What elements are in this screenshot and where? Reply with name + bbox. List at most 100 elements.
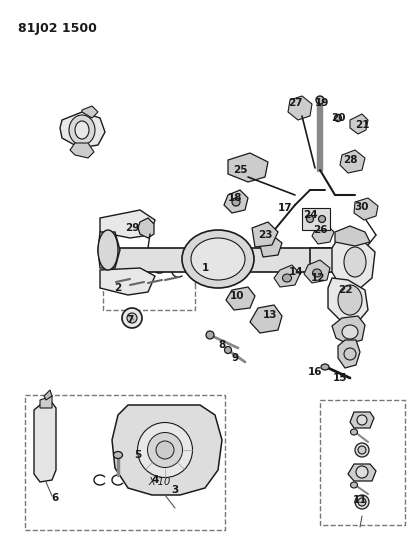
Polygon shape bbox=[100, 210, 155, 238]
Bar bbox=[302, 208, 330, 230]
Ellipse shape bbox=[356, 466, 368, 478]
Ellipse shape bbox=[357, 415, 367, 425]
Ellipse shape bbox=[127, 313, 137, 323]
Polygon shape bbox=[252, 222, 278, 247]
Text: 20: 20 bbox=[331, 113, 345, 123]
Ellipse shape bbox=[122, 308, 142, 328]
Polygon shape bbox=[335, 226, 370, 246]
Ellipse shape bbox=[191, 238, 245, 280]
Polygon shape bbox=[60, 112, 105, 148]
Polygon shape bbox=[332, 235, 375, 290]
Ellipse shape bbox=[344, 247, 366, 277]
Polygon shape bbox=[82, 106, 98, 118]
Ellipse shape bbox=[114, 451, 123, 458]
Text: 22: 22 bbox=[338, 285, 352, 295]
Text: 19: 19 bbox=[315, 98, 329, 108]
Text: 24: 24 bbox=[303, 210, 317, 220]
Text: 2: 2 bbox=[114, 283, 122, 293]
Text: 5: 5 bbox=[134, 450, 142, 460]
Polygon shape bbox=[44, 390, 52, 400]
Text: 29: 29 bbox=[125, 223, 139, 233]
Bar bbox=[25, 395, 225, 530]
Text: 23: 23 bbox=[258, 230, 272, 240]
Ellipse shape bbox=[182, 230, 254, 288]
Ellipse shape bbox=[232, 198, 240, 206]
Ellipse shape bbox=[358, 446, 366, 454]
Ellipse shape bbox=[338, 285, 362, 315]
Text: 21: 21 bbox=[355, 120, 369, 130]
Polygon shape bbox=[274, 265, 300, 287]
Polygon shape bbox=[288, 96, 312, 120]
Polygon shape bbox=[338, 340, 360, 368]
Ellipse shape bbox=[350, 429, 357, 435]
Polygon shape bbox=[224, 190, 248, 213]
Polygon shape bbox=[112, 405, 222, 495]
Polygon shape bbox=[258, 235, 282, 257]
Ellipse shape bbox=[350, 482, 357, 488]
Text: 26: 26 bbox=[313, 225, 327, 235]
Ellipse shape bbox=[98, 230, 118, 270]
Text: 3: 3 bbox=[171, 485, 179, 495]
Ellipse shape bbox=[206, 331, 214, 339]
Polygon shape bbox=[348, 464, 376, 481]
Polygon shape bbox=[228, 153, 268, 182]
Ellipse shape bbox=[355, 443, 369, 457]
Polygon shape bbox=[70, 143, 94, 158]
Polygon shape bbox=[354, 198, 378, 220]
Bar bbox=[103, 258, 195, 310]
Text: 8: 8 bbox=[219, 340, 225, 350]
Text: 15: 15 bbox=[333, 373, 347, 383]
Polygon shape bbox=[310, 248, 355, 272]
Ellipse shape bbox=[316, 96, 324, 104]
Text: 81J02 1500: 81J02 1500 bbox=[18, 22, 97, 35]
Bar bbox=[320, 400, 405, 525]
Text: 11: 11 bbox=[353, 495, 367, 505]
Ellipse shape bbox=[306, 215, 313, 222]
Ellipse shape bbox=[69, 115, 95, 145]
Text: 1: 1 bbox=[201, 263, 209, 273]
Polygon shape bbox=[312, 224, 334, 244]
Text: 9: 9 bbox=[232, 353, 239, 363]
Ellipse shape bbox=[225, 346, 232, 353]
Text: 27: 27 bbox=[288, 98, 302, 108]
Text: 10: 10 bbox=[230, 291, 244, 301]
Ellipse shape bbox=[313, 269, 322, 277]
Polygon shape bbox=[250, 305, 282, 333]
Text: 16: 16 bbox=[308, 367, 322, 377]
Polygon shape bbox=[100, 268, 155, 295]
Text: 7: 7 bbox=[126, 315, 133, 325]
Polygon shape bbox=[340, 150, 365, 173]
Text: 17: 17 bbox=[278, 203, 292, 213]
Polygon shape bbox=[98, 232, 120, 268]
Ellipse shape bbox=[355, 495, 369, 509]
Text: 13: 13 bbox=[263, 310, 277, 320]
Polygon shape bbox=[138, 218, 154, 238]
Polygon shape bbox=[304, 260, 330, 283]
Text: 12: 12 bbox=[311, 273, 325, 283]
Ellipse shape bbox=[75, 121, 89, 139]
Polygon shape bbox=[34, 400, 56, 482]
Text: 18: 18 bbox=[228, 193, 242, 203]
Polygon shape bbox=[226, 287, 255, 310]
Text: 4: 4 bbox=[151, 475, 159, 485]
Text: 6: 6 bbox=[51, 493, 59, 503]
Text: 28: 28 bbox=[343, 155, 357, 165]
Ellipse shape bbox=[335, 115, 341, 122]
Text: 14: 14 bbox=[289, 267, 303, 277]
Ellipse shape bbox=[147, 432, 182, 467]
Ellipse shape bbox=[156, 441, 174, 459]
Ellipse shape bbox=[342, 325, 358, 339]
Text: 25: 25 bbox=[233, 165, 247, 175]
Polygon shape bbox=[328, 278, 368, 322]
Polygon shape bbox=[40, 396, 52, 408]
Ellipse shape bbox=[319, 215, 326, 222]
Polygon shape bbox=[350, 114, 368, 134]
Text: X 10: X 10 bbox=[148, 477, 170, 487]
Text: 30: 30 bbox=[355, 202, 369, 212]
Polygon shape bbox=[332, 316, 365, 344]
Ellipse shape bbox=[358, 498, 366, 506]
Ellipse shape bbox=[344, 348, 356, 360]
Polygon shape bbox=[108, 248, 330, 272]
Ellipse shape bbox=[321, 364, 329, 370]
Ellipse shape bbox=[138, 423, 193, 478]
